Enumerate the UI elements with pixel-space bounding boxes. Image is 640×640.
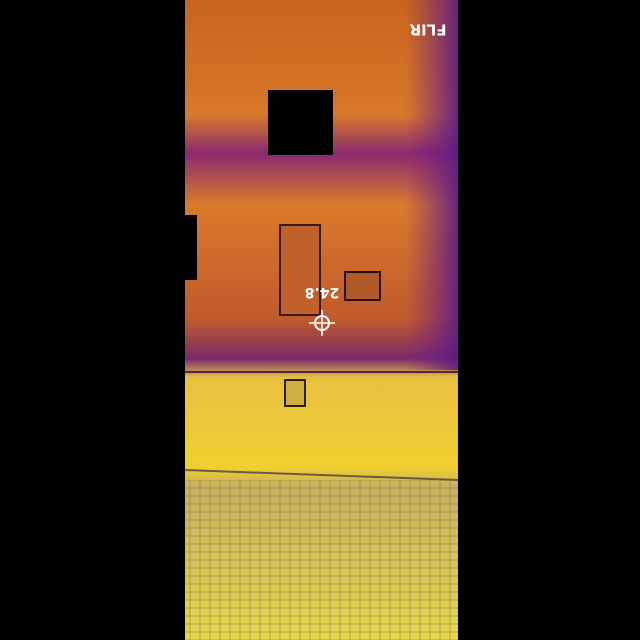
redaction	[268, 90, 333, 155]
redaction	[185, 215, 197, 280]
cobblestones	[185, 480, 458, 640]
wall-sign	[284, 379, 306, 407]
temperature: 24.8	[305, 284, 340, 300]
wall-edge	[184, 469, 459, 481]
door	[279, 224, 321, 316]
thermal-image: FLIR 24.8	[184, 0, 459, 640]
logo: FLIR	[409, 21, 446, 39]
sky-edge	[405, 0, 458, 370]
sign	[344, 271, 381, 301]
